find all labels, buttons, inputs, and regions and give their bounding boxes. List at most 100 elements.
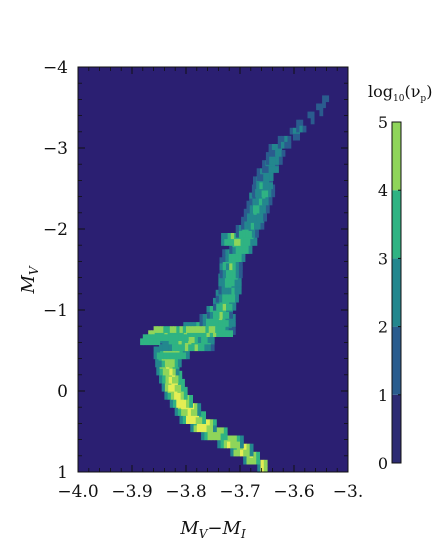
heatmap-bin bbox=[250, 222, 255, 230]
heatmap-bin bbox=[249, 206, 254, 214]
heatmap-bin bbox=[260, 459, 265, 467]
heatmap-bin bbox=[153, 338, 157, 346]
heatmap-bin bbox=[249, 449, 254, 457]
heatmap-bin bbox=[263, 459, 268, 467]
heatmap-bin bbox=[260, 222, 265, 230]
heatmap-bin bbox=[264, 190, 269, 198]
heatmap-bin bbox=[275, 150, 279, 157]
heatmap-bin bbox=[296, 133, 300, 141]
x-tick-label: −3.9 bbox=[111, 482, 152, 502]
y-axis: −4 −3 −2 −1 0 1 bbox=[43, 58, 348, 483]
heatmap-bin bbox=[211, 326, 216, 333]
heatmap-bin bbox=[222, 249, 226, 256]
heatmap-bin bbox=[157, 330, 162, 337]
heatmap-bin bbox=[205, 326, 210, 333]
heatmap-bin bbox=[249, 192, 253, 200]
heatmap-bin bbox=[241, 255, 246, 262]
plot-background bbox=[78, 67, 348, 472]
heatmap-bin bbox=[163, 352, 168, 360]
heatmap-bin bbox=[240, 239, 245, 246]
heatmap-bin bbox=[258, 198, 263, 206]
heatmap-bin bbox=[322, 95, 326, 103]
heatmap-bin bbox=[251, 231, 256, 238]
heatmap-bin bbox=[251, 190, 256, 198]
heatmap-bin bbox=[260, 465, 265, 473]
heatmap-bin bbox=[277, 141, 282, 149]
heatmap-bin bbox=[265, 198, 270, 206]
heatmap-bin bbox=[222, 312, 227, 319]
heatmap-bin bbox=[199, 326, 203, 333]
heatmap-bin bbox=[231, 287, 236, 295]
y-tick-label: −1 bbox=[43, 301, 68, 321]
heatmap-bin bbox=[227, 239, 232, 246]
heatmap-bin bbox=[238, 255, 243, 262]
heatmap-bin bbox=[196, 425, 201, 433]
heatmap-bin bbox=[292, 127, 297, 135]
heatmap-bin bbox=[262, 198, 266, 206]
heatmap-bin bbox=[226, 271, 230, 279]
heatmap-bin bbox=[253, 239, 258, 246]
heatmap-bin bbox=[182, 326, 187, 333]
heatmap-bin bbox=[245, 247, 250, 254]
heatmap-bin bbox=[221, 239, 225, 246]
heatmap-bin bbox=[210, 433, 215, 441]
heatmap-bin bbox=[247, 222, 252, 230]
heatmap-bin bbox=[176, 352, 181, 360]
heatmap-bin bbox=[218, 295, 223, 303]
heatmap-bin bbox=[275, 166, 279, 173]
heatmap-bin bbox=[159, 344, 163, 352]
heatmap-bin bbox=[216, 330, 220, 337]
heatmap-bin bbox=[231, 295, 236, 303]
heatmap-bin bbox=[161, 384, 166, 392]
heatmap-bin bbox=[215, 320, 220, 327]
heatmap-bin bbox=[176, 326, 181, 333]
heatmap-bin bbox=[156, 346, 161, 354]
heatmap-bin bbox=[289, 127, 294, 135]
heatmap-bin bbox=[197, 344, 202, 352]
heatmap-bin bbox=[165, 334, 170, 341]
heatmap-bin bbox=[262, 182, 267, 190]
heatmap-bin bbox=[177, 384, 182, 392]
heatmap-bin bbox=[235, 263, 240, 271]
heatmap-bin bbox=[162, 376, 166, 384]
plot-frame bbox=[77, 66, 349, 473]
heatmap-bin bbox=[234, 279, 239, 287]
heatmap-bin bbox=[197, 336, 202, 343]
heatmap-bin bbox=[238, 263, 243, 271]
heatmap-bin bbox=[296, 119, 300, 127]
heatmap-bin bbox=[227, 435, 231, 443]
heatmap-bin bbox=[265, 206, 270, 214]
x-tick-label: −3.7 bbox=[219, 482, 260, 502]
heatmap-bin bbox=[219, 312, 224, 319]
colorbar-ticks: 0 1 2 3 4 5 bbox=[378, 113, 401, 473]
heatmap-bin bbox=[256, 451, 260, 459]
heatmap-bin bbox=[181, 384, 185, 392]
heatmap-bin bbox=[248, 247, 253, 254]
heatmap-bin bbox=[228, 320, 233, 327]
heatmap-bin bbox=[215, 289, 220, 297]
heatmap-bin bbox=[269, 174, 274, 181]
heatmap-bin bbox=[247, 214, 251, 222]
heatmap-bin bbox=[292, 133, 297, 141]
heatmap-bin bbox=[262, 160, 266, 167]
x-tick-label: −4.0 bbox=[57, 482, 98, 502]
heatmap-bin bbox=[236, 449, 241, 457]
heatmap-bin bbox=[177, 393, 182, 400]
colorbar-frame bbox=[391, 121, 402, 464]
heatmap-bin bbox=[166, 352, 171, 360]
heatmap-bin bbox=[168, 334, 173, 341]
colorbar-tick-label: 2 bbox=[378, 318, 388, 337]
heatmap-bin bbox=[229, 271, 233, 279]
heatmap-bin bbox=[226, 303, 230, 311]
heatmap-bin bbox=[225, 295, 230, 303]
heatmap-bin bbox=[219, 330, 224, 337]
heatmap-bin bbox=[284, 141, 289, 149]
heatmap-bin bbox=[189, 395, 193, 402]
heatmap-bin bbox=[193, 322, 197, 329]
heatmap-bin bbox=[226, 263, 230, 271]
heatmap-bin bbox=[221, 326, 226, 333]
heatmap-bin bbox=[257, 222, 262, 230]
heatmap-bin bbox=[255, 190, 259, 198]
heatmap-bin bbox=[222, 295, 226, 303]
heatmap-bin bbox=[164, 384, 169, 392]
